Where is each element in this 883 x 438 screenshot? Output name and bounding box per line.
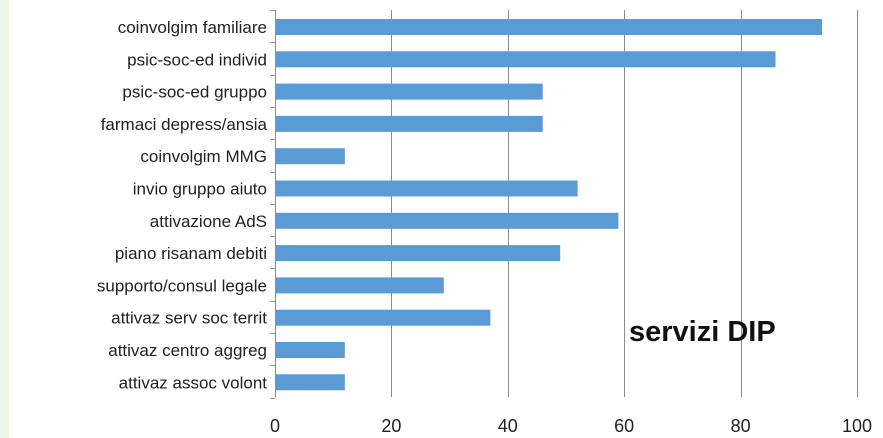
bar: [275, 342, 345, 358]
bar: [275, 83, 543, 100]
x-tick-label: 100: [842, 416, 872, 436]
x-tick-label: 60: [614, 416, 634, 436]
chart-annotation: servizi DIP: [629, 316, 776, 348]
category-label: attivaz serv soc territ: [111, 309, 267, 328]
category-labels: coinvolgim familiare psic-soc-ed individ p…: [97, 18, 268, 392]
category-label: coinvolgim MMG: [140, 147, 267, 166]
left-edge-strip: [0, 0, 9, 438]
category-label: supporto/consul legale: [97, 276, 267, 295]
bar: [275, 309, 491, 326]
category-label: attivazione AdS: [150, 212, 267, 231]
bar: [275, 19, 823, 35]
gridlines: [270, 10, 858, 399]
bar: [275, 148, 345, 165]
x-tick-label: 0: [270, 416, 280, 436]
bar: [275, 277, 444, 294]
x-tick-label: 80: [731, 416, 751, 436]
x-tick-labels: 0 20 40 60 80 100: [270, 416, 872, 436]
bar: [275, 115, 543, 132]
category-label: psic-soc-ed gruppo: [122, 83, 267, 102]
bar: [275, 212, 619, 229]
bar: [275, 180, 578, 197]
category-label: coinvolgim familiare: [118, 18, 267, 37]
bar: [275, 245, 561, 262]
bar: [275, 51, 776, 68]
x-tick-label: 40: [498, 416, 518, 436]
bars: [275, 19, 823, 391]
category-label: psic-soc-ed individ: [127, 50, 267, 69]
category-label: piano risanam debiti: [115, 244, 267, 263]
category-label: farmaci depress/ansia: [101, 115, 268, 134]
category-label: attivaz centro aggreg: [108, 341, 267, 360]
bar: [275, 374, 345, 391]
category-label: attivaz assoc volont: [119, 373, 268, 392]
category-label: invio gruppo aiuto: [133, 180, 267, 199]
x-tick-label: 20: [381, 416, 401, 436]
